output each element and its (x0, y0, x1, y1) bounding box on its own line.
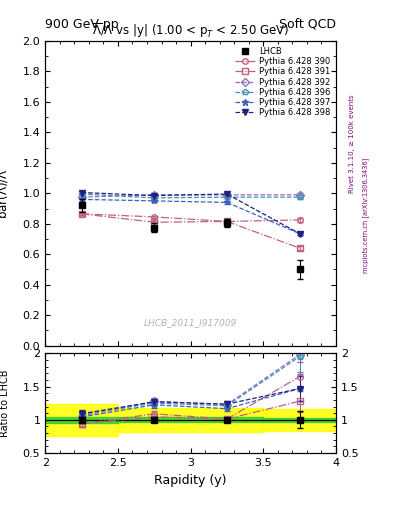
Bar (263, 418, 336, 422)
Y-axis label: bar($\Lambda$)/$\Lambda$: bar($\Lambda$)/$\Lambda$ (0, 168, 10, 219)
Text: Soft QCD: Soft QCD (279, 18, 336, 31)
Bar (263, 409, 336, 431)
Text: LHCB_2011_I917009: LHCB_2011_I917009 (144, 318, 237, 327)
Title: $\overline{\Lambda}/\Lambda$ vs |y| (1.00 < p$_{T}$ < 2.50 GeV): $\overline{\Lambda}/\Lambda$ vs |y| (1.0… (92, 22, 289, 40)
Bar (45, 404, 118, 436)
Bar (118, 417, 263, 422)
Text: Rivet 3.1.10, ≥ 100k events: Rivet 3.1.10, ≥ 100k events (349, 94, 355, 193)
Y-axis label: Ratio to LHCB: Ratio to LHCB (0, 370, 10, 437)
Bar (45, 417, 118, 422)
Text: 900 GeV pp: 900 GeV pp (45, 18, 119, 31)
X-axis label: Rapidity (y): Rapidity (y) (154, 474, 227, 486)
Legend: LHCB, Pythia 6.428 390, Pythia 6.428 391, Pythia 6.428 392, Pythia 6.428 396, Py: LHCB, Pythia 6.428 390, Pythia 6.428 391… (233, 45, 332, 119)
Text: mcplots.cern.ch [arXiv:1306.3436]: mcplots.cern.ch [arXiv:1306.3436] (362, 157, 369, 273)
Bar (118, 408, 263, 432)
